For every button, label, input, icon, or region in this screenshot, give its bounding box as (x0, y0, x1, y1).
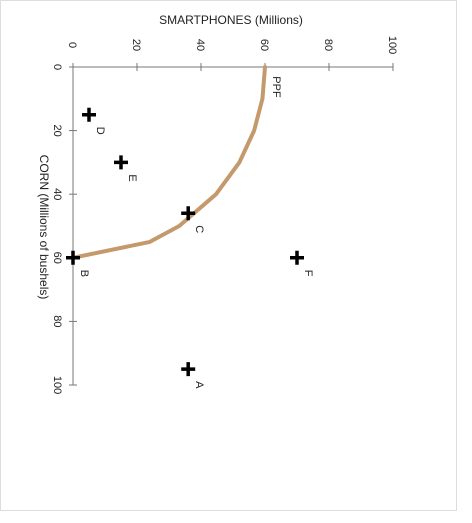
curve-label: PPF (270, 76, 282, 98)
y-tick-label: 60 (51, 252, 63, 264)
point-label: E (126, 174, 138, 181)
frame (0, 0, 457, 511)
point-label: C (193, 225, 205, 233)
x-tick-label: 100 (386, 36, 398, 54)
point (290, 250, 304, 265)
x-axis-label: SMARTPHONES (Millions) (159, 13, 303, 27)
x-tick-label: 40 (194, 39, 206, 51)
point-label: B (78, 270, 90, 277)
y-tick-label: 20 (51, 124, 63, 136)
point-label: F (302, 270, 314, 277)
point (181, 206, 196, 221)
x-tick-label: 0 (66, 42, 78, 48)
point-label: D (94, 127, 106, 135)
point-label: A (193, 381, 205, 389)
x-tick-label: 60 (258, 39, 270, 51)
x-tick-label: 80 (322, 39, 334, 51)
point (181, 362, 196, 377)
y-tick-label: 80 (51, 315, 63, 327)
x-tick-label: 20 (130, 39, 142, 51)
point (82, 107, 96, 122)
ppf-curve (71, 65, 267, 260)
y-tick-label: 100 (51, 376, 63, 394)
point (66, 250, 80, 265)
y-tick-label: 40 (51, 188, 63, 200)
y-axis-label: CORN (Millions of bushels) (37, 155, 51, 300)
y-tick-label: 0 (51, 64, 63, 70)
point (114, 155, 128, 170)
